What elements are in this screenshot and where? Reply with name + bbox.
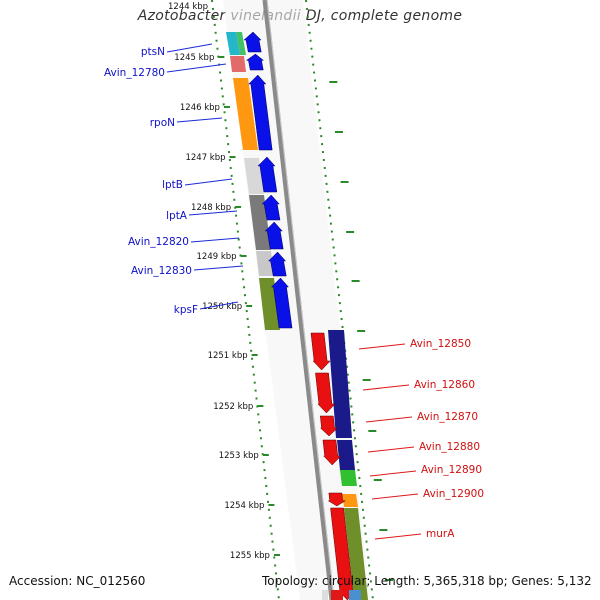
gene-leader-line (184, 178, 233, 186)
kbp-tick-label: 1246 kbp (180, 103, 220, 113)
kbp-tick-label: 1252 kbp (213, 402, 253, 412)
kbp-tick-label: 1247 kbp (185, 153, 225, 163)
top-kbp-label: 1244 kbp (168, 2, 208, 12)
kbp-tick-label: 1250 kbp (202, 302, 242, 312)
kbp-tick-label: 1248 kbp (191, 203, 231, 213)
gene-label-avin_12900[interactable]: Avin_12900 (423, 488, 484, 500)
kbp-tick-label: 1253 kbp (219, 451, 259, 461)
gene-leader-line (193, 265, 244, 271)
reverse-gene-arrow[interactable] (319, 415, 339, 437)
reverse-gene-arrow[interactable] (322, 439, 342, 466)
reverse-genes (310, 332, 357, 600)
gene-label-avin_12890[interactable]: Avin_12890 (421, 464, 482, 476)
gene-label-ptsn[interactable]: ptsN (141, 46, 165, 58)
gene-label-avin_12820[interactable]: Avin_12820 (128, 236, 189, 248)
gene-leader-line (369, 470, 417, 477)
accession-text: Accession: NC_012560 (9, 574, 146, 588)
gene-leader-line (371, 493, 419, 500)
gene-label-avin_12870[interactable]: Avin_12870 (417, 411, 478, 423)
gene-leader-line (190, 237, 240, 243)
gene-leader-line (374, 533, 422, 540)
gene-leader-line (188, 210, 238, 216)
gene-leader-line (358, 343, 406, 350)
gene-labels: ptsN Avin_12780 rpoN lptB lptA Avin_12820 Avin… (104, 43, 484, 540)
gene-label-avin_12850[interactable]: Avin_12850 (410, 338, 471, 350)
kbp-ticks: 1245 kbp 1246 kbp 1247 kbp 1248 kbp 1249 kbp… (174, 53, 393, 581)
gene-label-rpon[interactable]: rpoN (150, 117, 175, 129)
gene-leader-line (365, 416, 413, 423)
gene-label-avin_12860[interactable]: Avin_12860 (414, 379, 475, 391)
gene-label-lptb[interactable]: lptB (162, 179, 183, 191)
reverse-gene-arrow[interactable] (310, 332, 331, 371)
kbp-tick-label: 1254 kbp (224, 501, 264, 511)
forward-gene-arrow[interactable] (257, 156, 278, 193)
forward-gene-arrow[interactable] (270, 277, 293, 329)
gene-leader-line (176, 117, 223, 123)
gene-leader-line (199, 301, 239, 310)
bottom-continuation (322, 590, 361, 600)
gene-leader-line (166, 43, 213, 53)
reverse-gene-arrow[interactable] (315, 372, 336, 414)
forward-gene-arrow[interactable] (245, 53, 265, 71)
forward-gene-arrow[interactable] (248, 74, 273, 151)
cog-segments-right (328, 330, 368, 600)
gene-leader-line (166, 63, 227, 73)
forward-genes (243, 31, 293, 329)
kbp-tick-label: 1251 kbp (208, 351, 248, 361)
forward-gene-arrow[interactable] (261, 194, 281, 221)
kbp-tick-label: 1245 kbp (174, 53, 214, 63)
reverse-gene-arrow[interactable] (327, 492, 347, 507)
backbone-line (262, 0, 335, 600)
gene-leader-line (362, 384, 410, 391)
kbp-tick-label: 1249 kbp (197, 252, 237, 262)
gene-label-kpsf[interactable]: kpsF (174, 304, 198, 316)
gene-label-mura[interactable]: murA (426, 528, 455, 540)
kbp-tick-label: 1255 kbp (230, 551, 270, 561)
forward-gene-arrow[interactable] (243, 31, 262, 53)
backbone-highlight (266, 0, 335, 600)
gene-label-lpta[interactable]: lptA (166, 210, 188, 222)
forward-gene-arrow[interactable] (264, 221, 284, 250)
forward-gene-arrow[interactable] (267, 251, 287, 277)
genome-summary-text: Topology: circular; Length: 5,365,318 bp… (262, 574, 592, 588)
gene-label-avin_12780[interactable]: Avin_12780 (104, 67, 165, 79)
gene-label-avin_12830[interactable]: Avin_12830 (131, 265, 192, 277)
gene-leader-line (367, 446, 415, 453)
gene-label-avin_12880[interactable]: Avin_12880 (419, 441, 480, 453)
